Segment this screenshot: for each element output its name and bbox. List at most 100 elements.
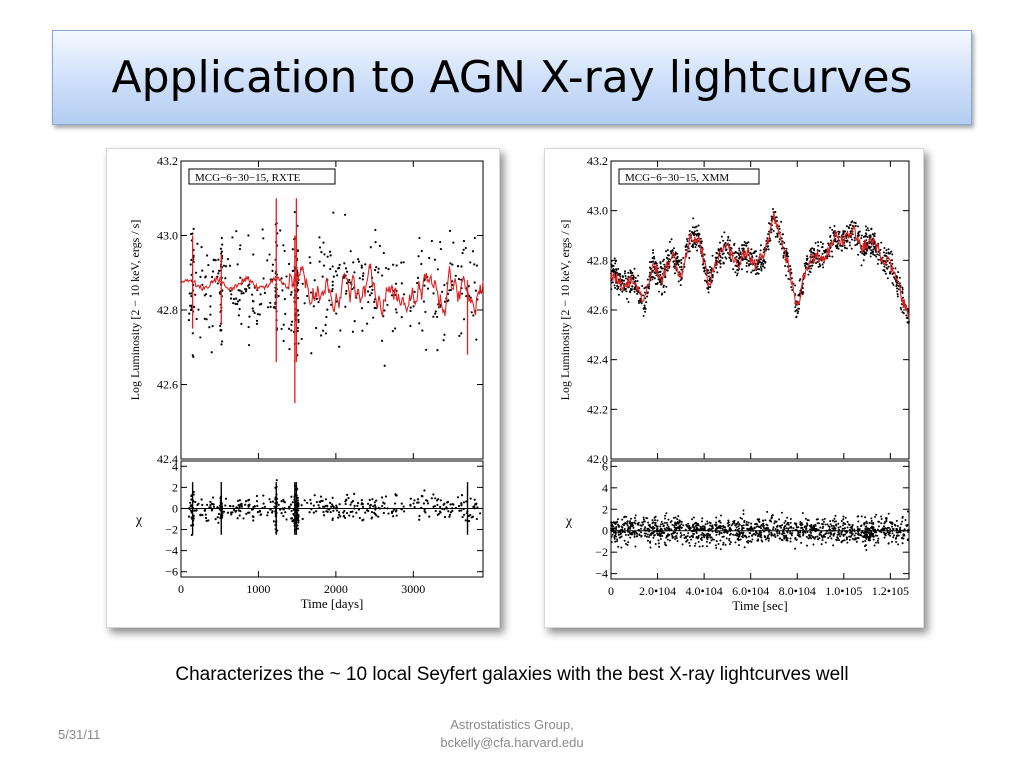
residual-point [452,503,455,506]
residual-point [400,507,403,511]
residual-point [888,530,891,533]
residual-point [443,508,446,511]
data-point [291,248,294,251]
data-point [191,354,194,357]
data-point [269,301,272,304]
data-point [642,294,645,297]
data-point [653,271,656,274]
residual-point [824,541,827,544]
data-point [729,258,732,261]
data-point [865,232,868,235]
residual-point [326,507,329,510]
footer-credit-line1: Astrostatistics Group, [450,717,574,732]
residual-point [829,535,832,538]
data-point [796,312,799,315]
residual-point [887,512,890,515]
data-point [662,258,665,261]
data-point [217,269,221,272]
residual-point [848,523,851,526]
data-point [896,290,899,293]
residual-point [816,518,819,521]
data-point [368,285,371,289]
residual-point [812,529,815,532]
data-point [735,251,738,254]
residual-point [706,522,709,525]
data-point [697,244,700,247]
data-point [321,329,325,332]
data-point [672,265,675,268]
data-point [629,270,632,273]
data-point [655,274,658,277]
data-point [203,317,206,320]
residual-point [357,501,360,505]
data-point [697,234,700,237]
residual-point [621,526,624,529]
residual-point [806,519,809,522]
residual-point [838,539,841,542]
data-point [716,252,719,255]
residual-point [232,508,236,512]
x-tick-label: 8.0•104 [779,584,816,598]
residual-point [390,511,394,515]
residual-point [707,534,710,537]
residual-point [733,522,736,525]
residual-point [706,538,709,541]
residual-point [780,511,783,514]
residual-point [255,499,259,503]
data-point [659,266,662,269]
data-point [384,266,388,270]
data-point [283,249,286,253]
data-point [443,333,446,336]
residual-point [719,539,722,542]
residual-point [628,530,631,533]
residual-point [387,512,390,515]
data-point [896,287,899,290]
data-point [869,255,872,258]
residual-point [772,528,775,531]
y-tick-label: 42.6 [157,378,178,392]
residual-point [368,507,372,510]
data-point [726,251,729,254]
data-point [857,233,860,236]
residual-point [653,530,656,533]
data-point [629,287,632,290]
data-point [883,265,886,268]
data-point [876,262,879,265]
data-point [692,217,695,220]
residual-point [246,499,250,502]
residual-point [756,532,759,535]
residual-point [655,528,658,531]
residual-point [799,529,802,532]
residual-point [721,527,724,530]
residual-point [805,544,808,547]
residual-point [719,514,722,517]
data-point [774,211,777,214]
data-point [441,290,444,293]
residual-point [860,531,863,534]
residual-point [272,520,275,523]
data-point [693,230,696,233]
data-point [843,230,846,233]
data-point [631,271,634,274]
residual-point [622,530,625,533]
residual-point [318,500,322,504]
residual-point [701,517,704,520]
residual-point [718,530,721,533]
residual-point [328,508,331,511]
data-point [192,227,195,231]
data-point [781,233,784,236]
residual-point [888,532,891,535]
data-point [262,237,265,240]
residual-point [476,506,479,509]
residual-point [794,547,797,550]
data-point [652,269,655,272]
residual-point [448,513,452,516]
residual-point [439,499,442,502]
residual-point [739,538,742,541]
data-point [432,315,435,318]
residual-point [646,539,649,542]
residual-point [203,509,206,512]
data-point [866,227,869,230]
residual-point [734,541,737,544]
residual-point [840,520,843,523]
